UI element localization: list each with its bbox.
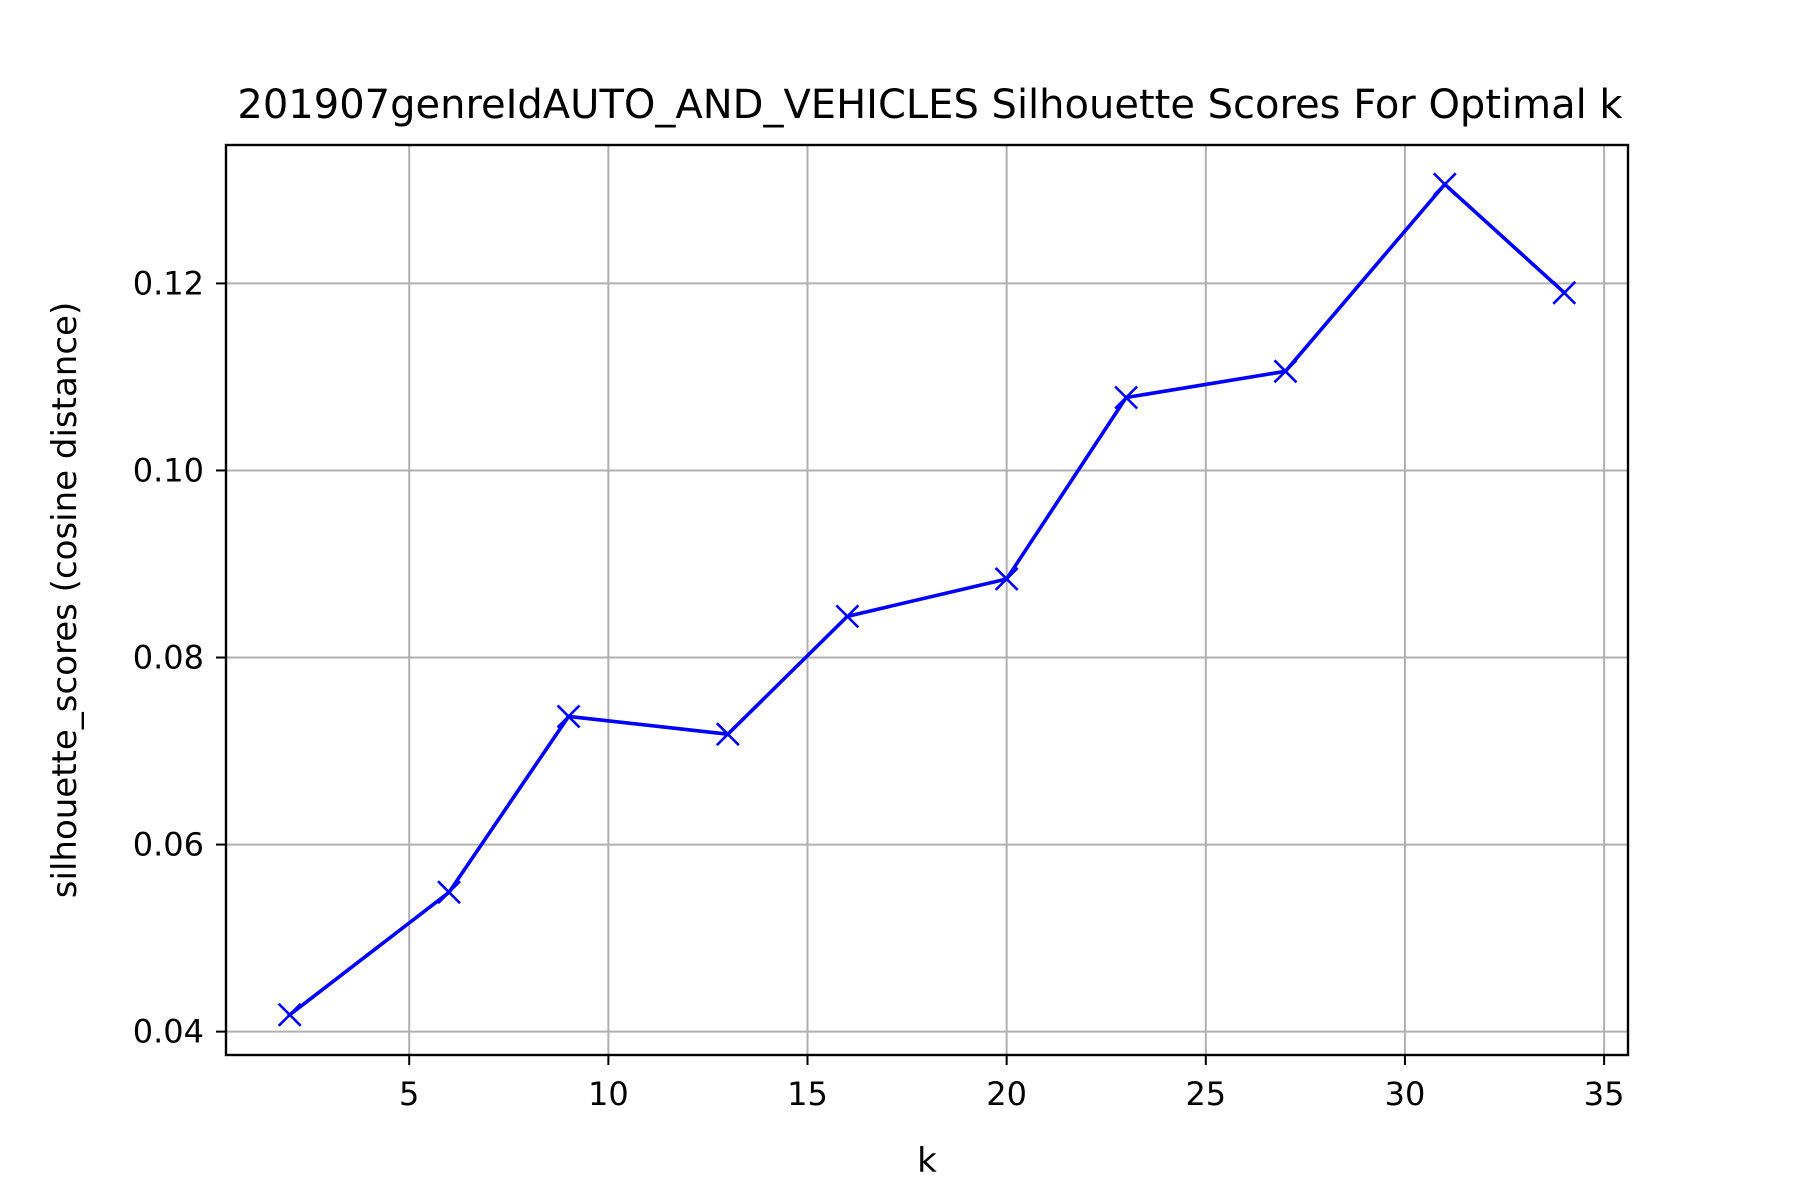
x-tick-label: 20: [986, 1075, 1027, 1113]
y-axis-title: silhouette_scores (cosine distance): [45, 302, 85, 898]
y-tick-label: 0.08: [133, 639, 204, 677]
data-point-marker: [835, 604, 860, 629]
series: [277, 172, 1577, 1027]
x-tick-label: 30: [1385, 1075, 1426, 1113]
x-axis-title: k: [917, 1141, 937, 1181]
y-tick-label: 0.04: [133, 1013, 204, 1051]
axis-ticks: 5 10 15 20 25 30 35 0.04 0.06 0.08 0.10 0.12: [133, 264, 1625, 1113]
chart-title: 201907genreIdAUTO_AND_VEHICLES Silhouett…: [237, 82, 1623, 128]
y-tick-label: 0.06: [133, 826, 204, 864]
x-tick-label: 25: [1185, 1075, 1226, 1113]
x-tick-label: 15: [787, 1075, 828, 1113]
data-point-marker: [437, 880, 461, 905]
data-point-marker: [1114, 385, 1139, 410]
data-point-marker: [715, 722, 740, 747]
data-point-marker: [1552, 280, 1577, 305]
y-tick-label: 0.12: [133, 264, 204, 302]
grid: [226, 145, 1628, 1055]
plot-frame: [224, 143, 1630, 1057]
data-point-marker: [994, 567, 1019, 591]
x-tick-label: 35: [1584, 1075, 1625, 1113]
data-point-marker: [277, 1002, 302, 1027]
y-tick-label: 0.10: [133, 451, 204, 489]
x-tick-label: 5: [399, 1075, 419, 1113]
data-point-marker: [1432, 172, 1457, 197]
series-line: [287, 182, 1567, 1018]
x-tick-label: 10: [588, 1075, 629, 1113]
data-point-marker: [1273, 359, 1298, 384]
data-point-marker: [556, 704, 581, 729]
